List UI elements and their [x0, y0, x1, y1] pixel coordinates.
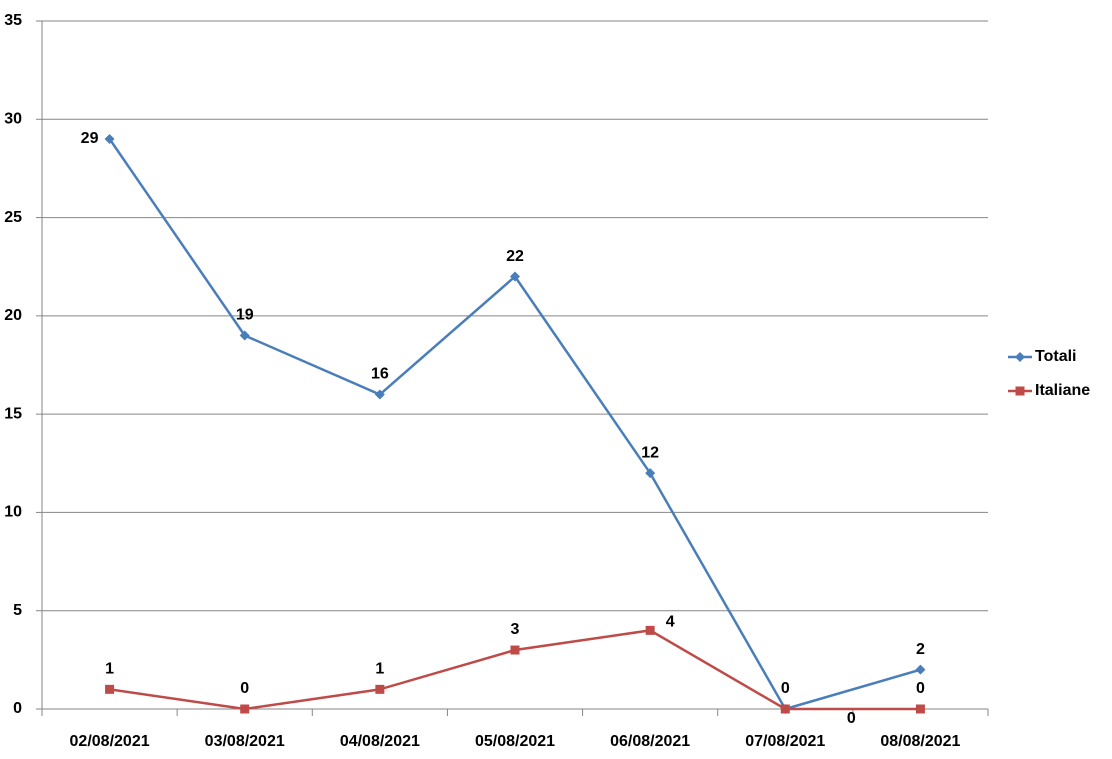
marker	[104, 133, 115, 144]
x-tick-label: 08/08/2021	[880, 733, 960, 750]
legend-label: Italiane	[1035, 382, 1090, 399]
marker	[374, 389, 385, 400]
y-tick-label: 10	[4, 504, 22, 521]
x-tick-label: 05/08/2021	[475, 733, 555, 750]
y-tick-label: 15	[4, 405, 22, 422]
y-tick-label: 20	[4, 307, 22, 324]
data-label: 1	[105, 661, 114, 678]
x-tick-label: 07/08/2021	[745, 733, 825, 750]
marker	[375, 684, 385, 694]
y-tick-label: 0	[13, 700, 22, 717]
marker	[239, 330, 250, 341]
data-label: 1	[375, 661, 384, 678]
data-label: 16	[371, 366, 389, 383]
marker	[510, 645, 520, 655]
legend-marker	[1015, 352, 1025, 362]
marker	[915, 664, 926, 675]
data-label: 3	[511, 621, 520, 638]
data-label: 19	[236, 307, 254, 324]
data-label: 2	[916, 641, 925, 658]
y-tick-label: 30	[4, 111, 22, 128]
x-tick-label: 06/08/2021	[610, 733, 690, 750]
marker	[105, 684, 115, 694]
data-label: 29	[81, 130, 99, 147]
marker	[915, 704, 925, 714]
legend-label: Totali	[1035, 348, 1076, 365]
marker	[645, 468, 656, 479]
marker	[780, 704, 790, 714]
data-label: 0	[847, 710, 856, 727]
data-label: 0	[240, 680, 249, 697]
marker	[510, 271, 520, 282]
y-tick-label: 25	[4, 209, 22, 226]
data-label: 4	[666, 614, 675, 631]
y-tick-label: 35	[4, 12, 22, 29]
x-tick-label: 03/08/2021	[205, 733, 285, 750]
data-label: 22	[506, 248, 524, 265]
data-label: 0	[781, 680, 790, 697]
marker	[645, 625, 655, 635]
data-label: 12	[641, 444, 659, 461]
marker	[240, 704, 250, 714]
y-tick-label: 5	[13, 602, 22, 619]
legend-marker	[1015, 386, 1025, 396]
line-series	[109, 629, 921, 711]
x-tick-label: 04/08/2021	[340, 733, 420, 750]
x-tick-label: 02/08/2021	[70, 733, 150, 750]
data-label: 0	[916, 680, 925, 697]
